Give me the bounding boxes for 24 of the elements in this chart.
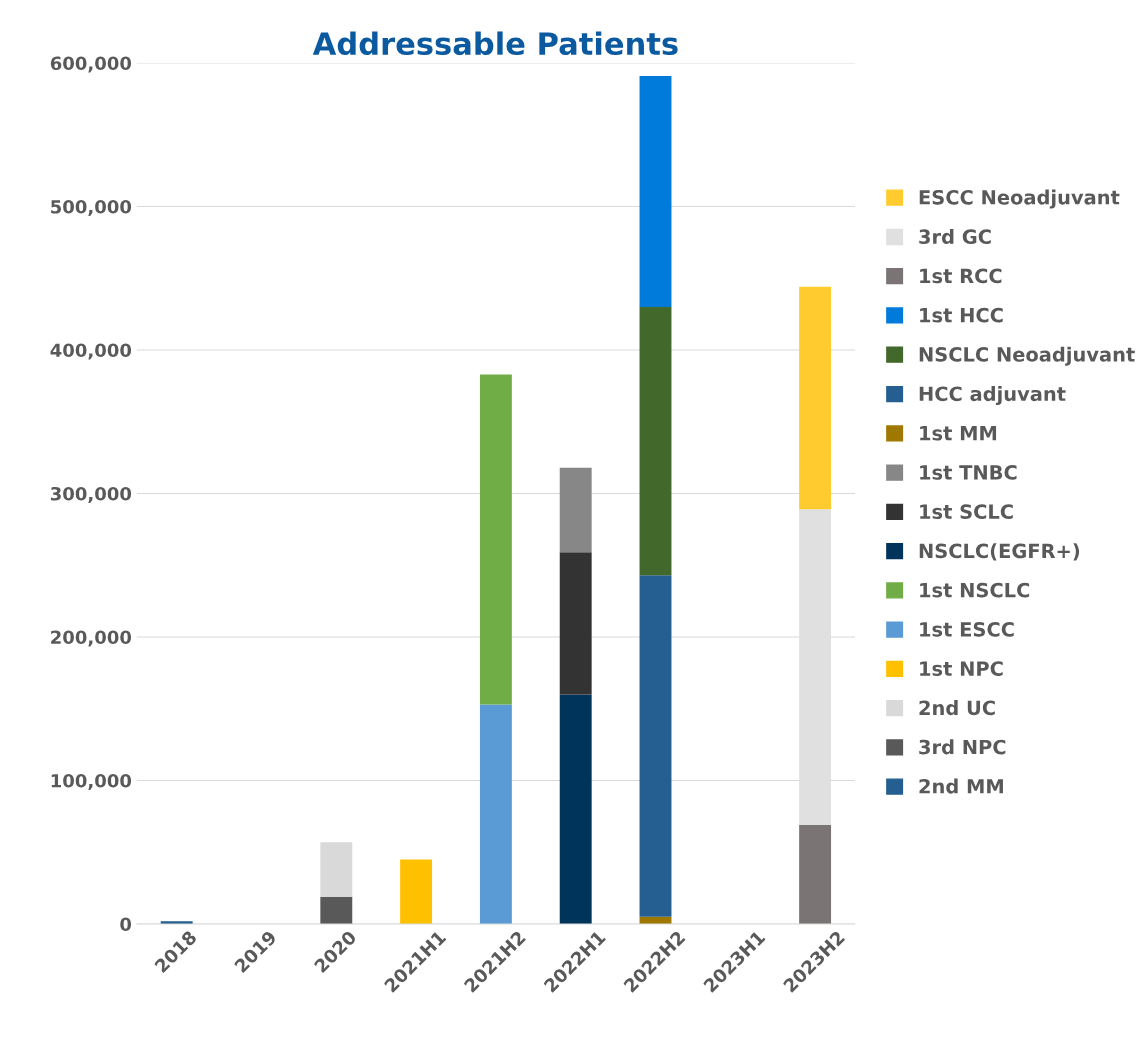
legend-label: NSCLC Neoadjuvant — [919, 346, 1135, 366]
legend-label: 1st HCC — [920, 307, 1003, 323]
legend-label: NSCLC(EGFR+) — [919, 543, 1080, 561]
y-tick-label: 200,000 — [51, 630, 132, 647]
y-tick-label: 100,000 — [51, 773, 132, 790]
legend-label: 2nd MM — [919, 778, 1003, 794]
legend-label: 1st NSCLC — [920, 582, 1030, 598]
y-tick-label: 300,000 — [50, 486, 132, 503]
legend-label: HCC adjuvant — [919, 386, 1066, 406]
legend-label: 1st ESCC — [920, 621, 1014, 637]
y-tick-label: 0 — [120, 917, 132, 932]
y-tick-label: 500,000 — [51, 199, 132, 216]
legend-label: 1st RCC — [920, 268, 1002, 284]
y-tick-label: 600,000 — [50, 56, 132, 73]
legend-label: 1st MM — [920, 426, 997, 441]
legend-label: 2nd UC — [919, 700, 995, 716]
legend-label: 1st TNBC — [920, 465, 1017, 480]
legend-label: ESCC Neoadjuvant — [919, 189, 1120, 209]
legend-label: 1st NPC — [920, 661, 1003, 676]
chart-title: Addressable Patients — [312, 31, 678, 56]
legend-label: 3rd GC — [919, 228, 991, 245]
legend-label: 3rd NPC — [919, 739, 1006, 755]
legend-label: 1st SCLC — [920, 504, 1013, 519]
y-tick-label: 400,000 — [50, 343, 132, 360]
